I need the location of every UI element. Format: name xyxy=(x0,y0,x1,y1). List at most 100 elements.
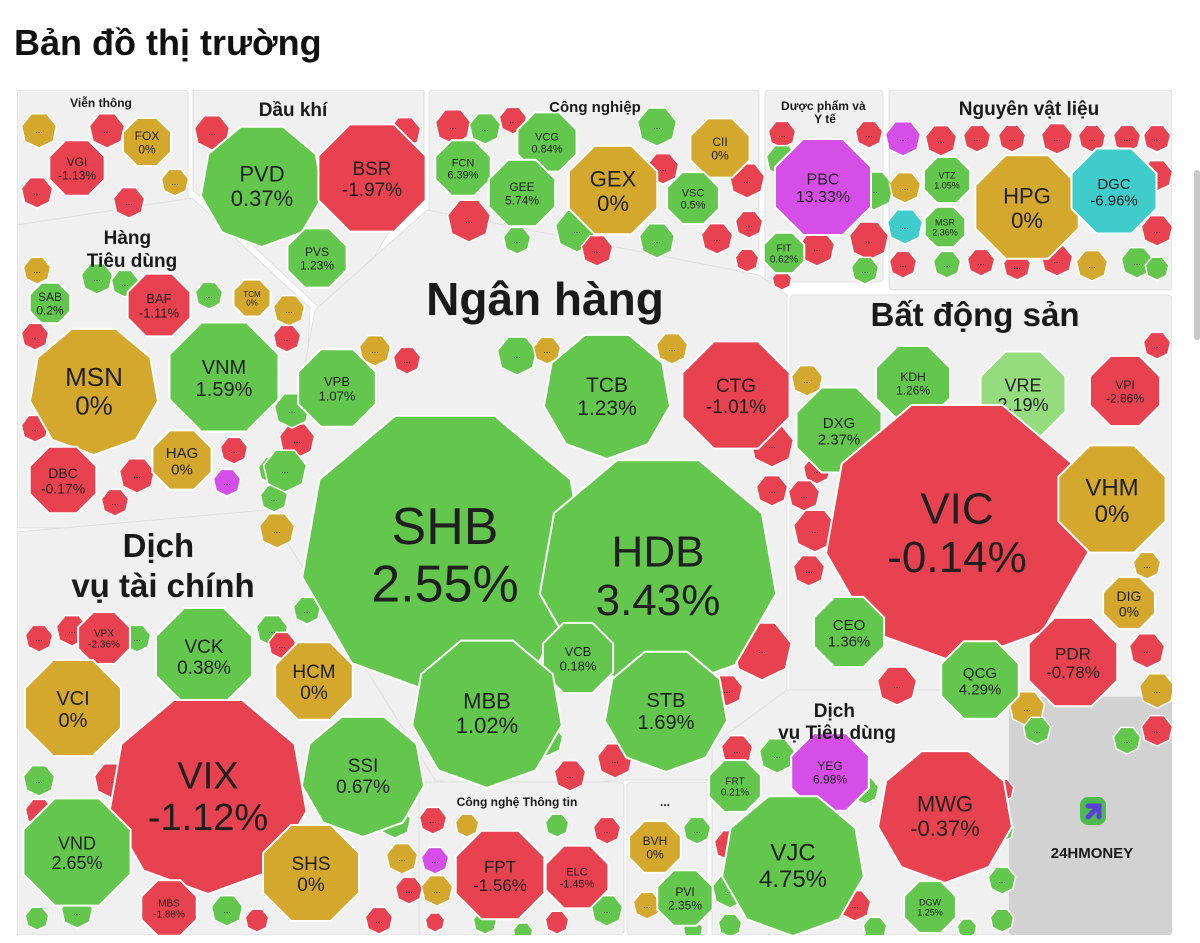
minor-stock-cell[interactable] xyxy=(1077,124,1107,153)
minor-stock-cell[interactable] xyxy=(787,479,821,512)
minor-stock-cell[interactable] xyxy=(592,816,622,845)
minor-stock-cell[interactable] xyxy=(512,922,534,935)
minor-stock-cell[interactable] xyxy=(272,294,306,327)
minor-stock-cell[interactable] xyxy=(884,121,922,157)
minor-stock-cell[interactable] xyxy=(20,113,58,149)
minor-stock-cell[interactable] xyxy=(734,210,764,239)
minor-stock-cell[interactable] xyxy=(194,281,224,310)
minor-stock-cell[interactable] xyxy=(385,842,419,875)
minor-stock-cell[interactable] xyxy=(989,908,1015,933)
minor-stock-cell[interactable] xyxy=(717,913,743,935)
stock-cell-bsr[interactable]: BSR-1.97% xyxy=(317,123,427,233)
stock-cell-vix[interactable]: VIX-1.12% xyxy=(108,699,308,896)
minor-stock-cell[interactable] xyxy=(1112,726,1142,755)
minor-stock-cell[interactable] xyxy=(193,115,231,151)
minor-stock-cell[interactable] xyxy=(792,554,826,587)
minor-stock-cell[interactable] xyxy=(112,186,146,219)
minor-stock-cell[interactable] xyxy=(987,866,1017,895)
minor-stock-cell[interactable] xyxy=(544,910,570,935)
stock-cell-dgc[interactable]: DGC-6.96% xyxy=(1070,147,1158,235)
minor-stock-cell[interactable] xyxy=(1138,673,1173,709)
stock-cell-baf[interactable]: BAF-1.11% xyxy=(126,272,192,338)
minor-stock-cell[interactable] xyxy=(966,248,996,277)
scrollbar[interactable] xyxy=(1194,170,1200,340)
minor-stock-cell[interactable] xyxy=(700,222,734,255)
minor-stock-cell[interactable] xyxy=(638,223,676,259)
minor-stock-cell[interactable] xyxy=(258,513,296,549)
minor-stock-cell[interactable] xyxy=(446,199,492,243)
minor-stock-cell[interactable] xyxy=(420,846,450,875)
minor-stock-cell[interactable] xyxy=(790,364,824,397)
minor-stock-cell[interactable] xyxy=(80,262,114,295)
minor-stock-cell[interactable] xyxy=(24,906,50,931)
minor-stock-cell[interactable] xyxy=(454,813,480,838)
minor-stock-cell[interactable] xyxy=(854,120,884,149)
minor-stock-cell[interactable] xyxy=(210,894,244,927)
minor-stock-cell[interactable] xyxy=(1142,124,1172,153)
minor-stock-cell[interactable] xyxy=(924,124,958,157)
minor-stock-cell[interactable] xyxy=(755,474,789,507)
minor-stock-cell[interactable] xyxy=(876,666,918,706)
minor-stock-cell[interactable] xyxy=(888,250,918,279)
minor-stock-cell[interactable] xyxy=(358,334,392,367)
minor-stock-cell[interactable] xyxy=(259,484,289,513)
minor-stock-cell[interactable] xyxy=(956,918,978,935)
minor-stock-cell[interactable] xyxy=(262,449,308,493)
minor-stock-cell[interactable] xyxy=(655,332,689,365)
stock-cell-vpi[interactable]: VPI-2.86% xyxy=(1088,354,1162,428)
minor-stock-cell[interactable] xyxy=(734,248,760,273)
minor-stock-cell[interactable] xyxy=(244,908,270,933)
stock-cell-vic[interactable]: VIC-0.14% xyxy=(824,404,1090,665)
stock-cell-vgi[interactable]: VGI-1.13% xyxy=(48,139,106,197)
minor-stock-cell[interactable] xyxy=(532,336,562,365)
minor-stock-cell[interactable] xyxy=(886,209,924,245)
stock-cell-elc[interactable]: ELC-1.45% xyxy=(544,844,610,910)
minor-stock-cell[interactable] xyxy=(848,221,890,261)
minor-stock-cell[interactable] xyxy=(468,112,502,145)
minor-stock-cell[interactable] xyxy=(100,488,130,517)
minor-stock-cell[interactable] xyxy=(20,322,50,351)
minor-stock-cell[interactable] xyxy=(553,759,587,792)
minor-stock-cell[interactable] xyxy=(932,250,962,279)
stock-cell-pdr[interactable]: PDR-0.78% xyxy=(1027,616,1119,708)
minor-stock-cell[interactable] xyxy=(850,256,880,285)
minor-stock-cell[interactable] xyxy=(364,906,394,935)
minor-stock-cell[interactable] xyxy=(962,124,992,153)
minor-stock-cell[interactable] xyxy=(862,916,888,935)
minor-stock-cell[interactable] xyxy=(212,468,242,497)
minor-stock-cell[interactable] xyxy=(1022,716,1052,745)
minor-stock-cell[interactable] xyxy=(544,813,570,838)
minor-stock-cell[interactable] xyxy=(22,764,56,797)
